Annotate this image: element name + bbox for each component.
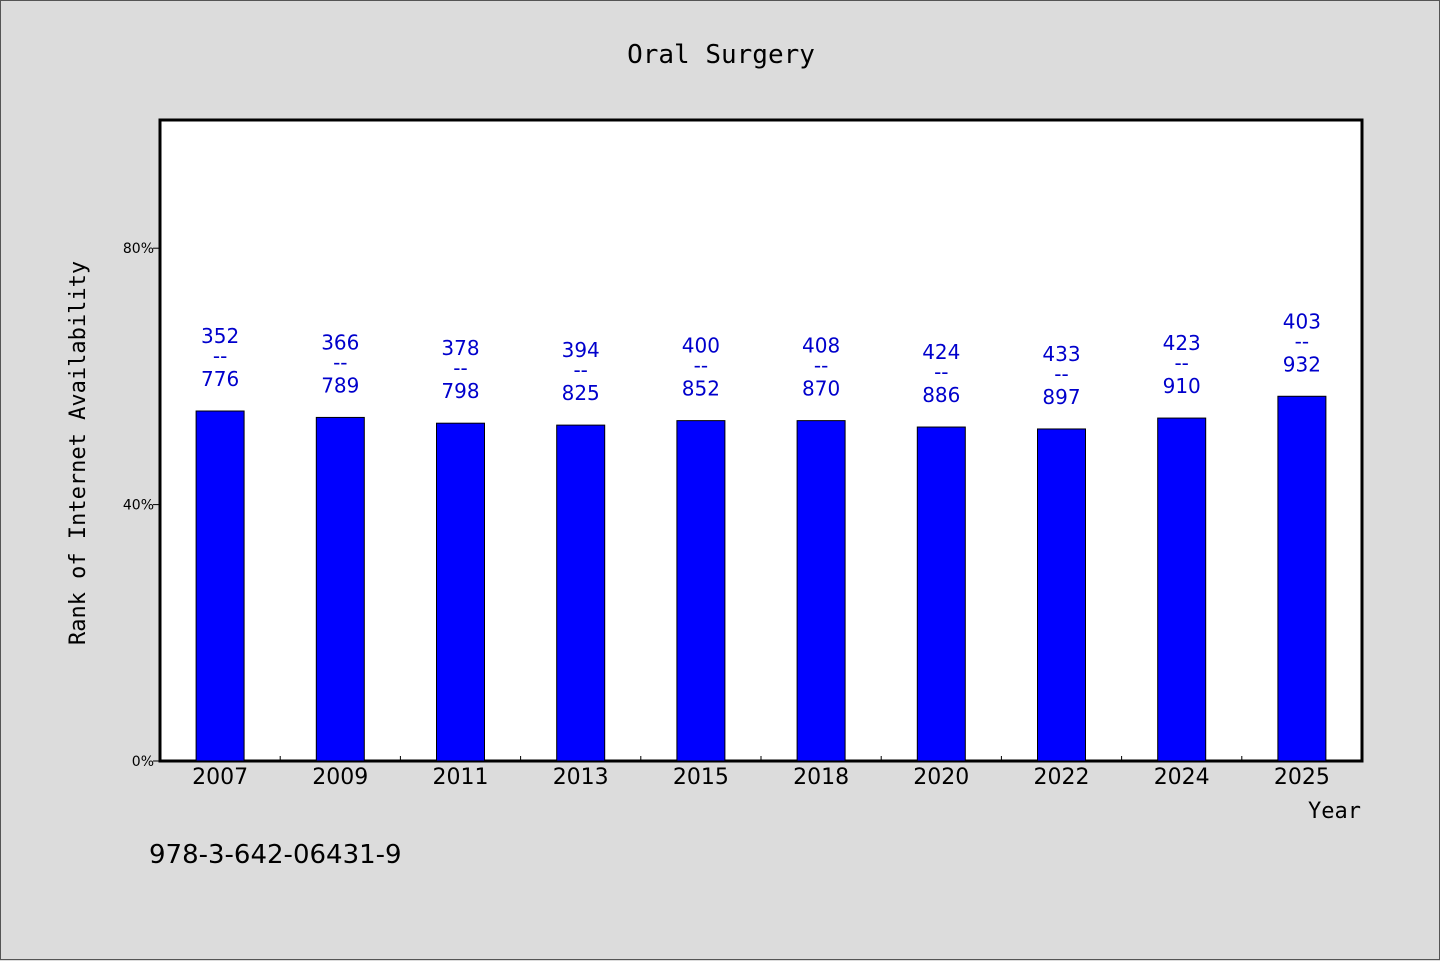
- bar: [676, 420, 726, 762]
- bar-label-bottom: 789: [321, 373, 359, 397]
- bar-label-separator: --: [1295, 329, 1309, 353]
- bar-label-separator: --: [934, 360, 948, 384]
- bar-label-top: 408: [802, 334, 840, 358]
- bar-label-bottom: 825: [562, 381, 600, 405]
- bar: [556, 424, 606, 762]
- y-axis-label: Rank of Internet Availability: [66, 261, 91, 645]
- x-axis-label: Year: [1308, 799, 1361, 824]
- x-tick-label: 2018: [793, 765, 849, 790]
- bar: [796, 420, 846, 762]
- bar-label-separator: --: [814, 354, 828, 378]
- x-tick-label: 2009: [312, 765, 368, 790]
- bar: [436, 422, 485, 762]
- bar: [1157, 417, 1207, 762]
- bar-label-separator: --: [333, 350, 347, 374]
- bar-label-separator: --: [1054, 362, 1068, 386]
- bar-label-top: 433: [1042, 342, 1080, 366]
- bar-label-separator: --: [453, 356, 467, 380]
- bar: [916, 426, 966, 762]
- bar-label-top: 352: [201, 324, 239, 348]
- bar-label-top: 403: [1283, 309, 1321, 333]
- x-tick-label: 2013: [553, 765, 609, 790]
- x-tick-label: 2022: [1034, 765, 1090, 790]
- bar-label-separator: --: [1174, 351, 1188, 375]
- bar-label-top: 400: [682, 334, 720, 358]
- bar-label-separator: --: [573, 358, 587, 382]
- bar-label-separator: --: [213, 344, 227, 368]
- bar-label-bottom: 897: [1042, 385, 1080, 409]
- bar-data-labels: 352--776366--789378--798394--825400--852…: [201, 309, 1321, 409]
- y-tick-label: 80%: [123, 241, 154, 257]
- x-tick-label: 2011: [433, 765, 489, 790]
- y-tick-label: 40%: [123, 498, 154, 514]
- isbn-footer: 978-3-642-06431-9: [149, 840, 402, 870]
- bar-label-bottom: 798: [441, 379, 479, 403]
- bar-label-bottom: 886: [922, 383, 960, 407]
- bar-label-top: 378: [441, 336, 479, 360]
- bar-label-top: 366: [321, 330, 359, 354]
- y-axis-ticks: 0% 40% 80%: [123, 241, 160, 770]
- bar-label-bottom: 852: [682, 377, 720, 401]
- bar-label-bottom: 932: [1283, 352, 1321, 376]
- x-tick-label: 2025: [1274, 765, 1330, 790]
- x-tick-label: 2020: [913, 765, 969, 790]
- y-tick-label: 0%: [132, 754, 154, 770]
- bar: [315, 416, 365, 762]
- bar-label-top: 423: [1163, 331, 1201, 355]
- x-axis-ticks: 2007 2009 2011 2013 2015 2018 2020 2022 2024 2025: [192, 756, 1330, 790]
- bar-label-top: 394: [562, 338, 600, 362]
- bar-label-bottom: 776: [201, 367, 239, 391]
- chart-title: Oral Surgery: [627, 40, 815, 70]
- bar-label-top: 424: [922, 340, 960, 364]
- bar-label-bottom: 870: [802, 377, 840, 401]
- bar-label-bottom: 910: [1163, 374, 1201, 398]
- bar: [195, 410, 245, 762]
- bar: [1277, 395, 1327, 762]
- x-tick-label: 2007: [192, 765, 248, 790]
- bar: [1037, 428, 1086, 762]
- bar-series: [195, 395, 1327, 762]
- x-tick-label: 2015: [673, 765, 729, 790]
- bar-label-separator: --: [694, 354, 708, 378]
- x-tick-label: 2024: [1154, 765, 1210, 790]
